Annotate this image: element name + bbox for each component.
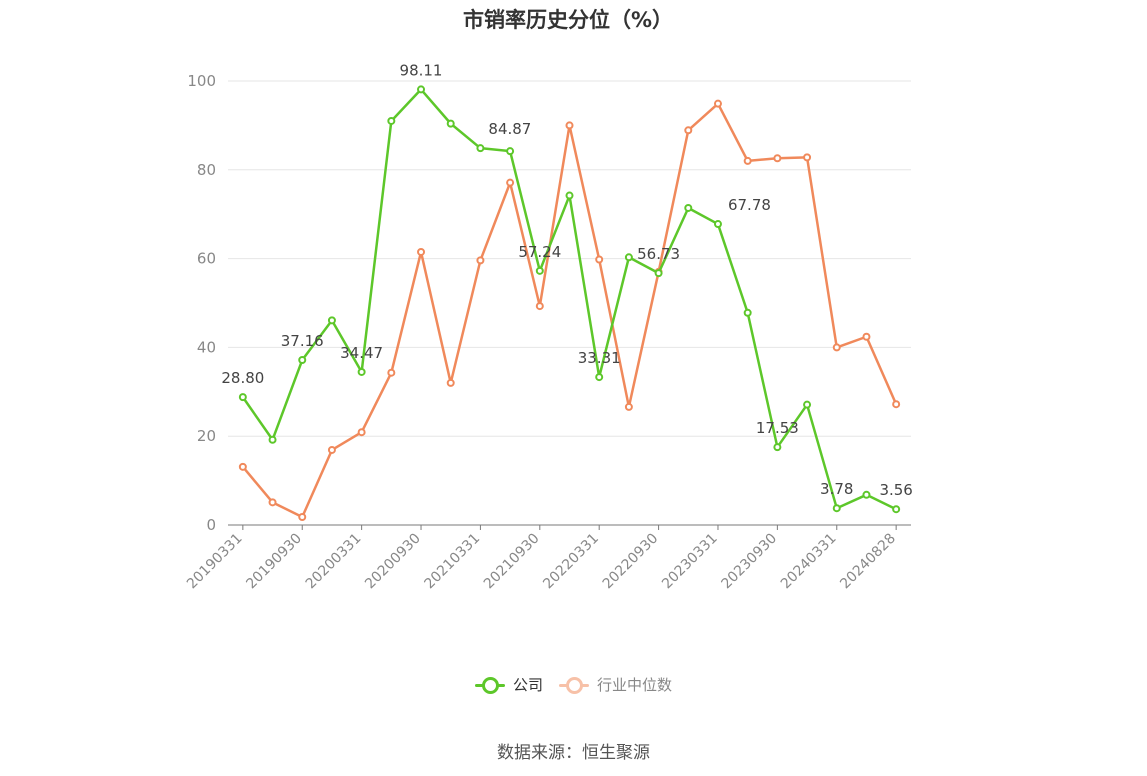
data-point-company: [595, 373, 604, 382]
y-tick-label: 0: [206, 516, 216, 534]
data-point-industry: [298, 513, 307, 522]
data-point-industry: [565, 121, 574, 130]
y-tick-label: 40: [197, 338, 216, 356]
x-tick-label: 20230930: [718, 531, 780, 593]
chart-title: 市销率历史分位（%）: [462, 8, 674, 32]
data-point-company: [298, 356, 307, 365]
data-point-industry: [595, 255, 604, 264]
data-point-industry: [862, 332, 871, 341]
y-tick-label: 60: [197, 250, 216, 268]
data-point-company: [238, 393, 247, 402]
data-point-company: [327, 316, 336, 325]
grid-lines: [228, 80, 911, 437]
data-point-industry: [803, 153, 812, 162]
x-tick-label: 20220930: [600, 531, 662, 593]
data-label: 84.87: [488, 120, 531, 138]
data-point-company: [357, 367, 366, 376]
data-point-company: [892, 505, 901, 514]
data-label: 33.31: [578, 349, 621, 367]
x-tick-label: 20220331: [540, 531, 602, 593]
x-tick-label: 20240828: [837, 531, 899, 593]
data-point-industry: [417, 247, 426, 256]
data-point-company: [387, 116, 396, 125]
legend-industry-marker-icon: [559, 675, 589, 695]
data-point-company: [862, 490, 871, 499]
legend-item-industry[interactable]: 行业中位数: [559, 674, 672, 695]
data-point-company: [624, 253, 633, 262]
line-chart: 0 20 40 60 80 100 2019033120190930202003312020…: [184, 61, 913, 593]
x-tick-label: 20200331: [303, 531, 365, 593]
data-label: 34.47: [340, 344, 383, 362]
data-label: 57.24: [518, 243, 561, 261]
data-point-company: [535, 266, 544, 275]
y-tick-label: 20: [197, 427, 216, 445]
data-label: 98.11: [400, 61, 443, 79]
data-point-industry: [535, 302, 544, 311]
x-tick-label: 20200930: [362, 531, 424, 593]
data-point-company: [268, 435, 277, 444]
data-source: 数据来源：恒生聚源: [497, 743, 650, 763]
data-point-industry: [773, 154, 782, 163]
data-point-company: [803, 400, 812, 409]
data-point-company: [476, 144, 485, 153]
x-tick-label: 20190331: [184, 531, 246, 593]
data-point-company: [417, 85, 426, 94]
data-point-company: [773, 443, 782, 452]
data-point-industry: [238, 462, 247, 471]
legend-industry-label: 行业中位数: [597, 676, 673, 694]
data-labels: 28.80 37.16 34.47 98.11 84.87 57.24 33.31 56.73…: [221, 61, 912, 499]
series-line-company: [241, 88, 897, 511]
data-point-industry: [892, 400, 901, 409]
data-point-industry: [357, 428, 366, 437]
y-tick-label: 80: [197, 161, 216, 179]
x-tick-label: 20210930: [481, 531, 543, 593]
data-label: 28.80: [221, 369, 264, 387]
series: [238, 85, 901, 522]
data-point-industry: [624, 402, 633, 411]
data-point-industry: [476, 256, 485, 265]
legend: 公司 行业中位数: [0, 674, 1147, 695]
data-point-company: [446, 119, 455, 128]
legend-item-company[interactable]: 公司: [474, 674, 543, 695]
data-point-company: [743, 308, 752, 317]
data-label: 37.16: [281, 332, 324, 350]
x-tick-label: 20230331: [659, 531, 721, 593]
data-point-company: [684, 203, 693, 212]
data-point-industry: [387, 368, 396, 377]
data-point-industry: [327, 445, 336, 454]
legend-company-marker-icon: [474, 675, 505, 695]
data-point-industry: [268, 498, 277, 507]
data-point-company: [713, 220, 722, 229]
legend-company-label: 公司: [512, 676, 543, 694]
data-point-industry: [743, 156, 752, 165]
data-point-industry: [446, 378, 455, 387]
data-point-industry: [713, 99, 722, 108]
data-point-company: [654, 269, 663, 278]
series-line-industry: [241, 102, 898, 519]
y-tick-label: 100: [187, 72, 216, 90]
data-label: 3.78: [820, 480, 853, 498]
data-label: 67.78: [728, 196, 771, 214]
x-tick-label: 20240331: [778, 531, 840, 593]
x-tick-label: 20210331: [422, 531, 484, 593]
data-label: 3.56: [879, 481, 912, 499]
data-label: 17.53: [756, 419, 799, 437]
data-label: 56.73: [637, 245, 680, 263]
data-point-company: [832, 504, 841, 513]
data-point-industry: [832, 343, 841, 352]
data-point-industry: [506, 178, 515, 187]
x-tick-label: 20190930: [243, 531, 305, 593]
data-point-industry: [684, 126, 693, 135]
data-point-company: [506, 147, 515, 156]
data-point-company: [565, 191, 574, 200]
